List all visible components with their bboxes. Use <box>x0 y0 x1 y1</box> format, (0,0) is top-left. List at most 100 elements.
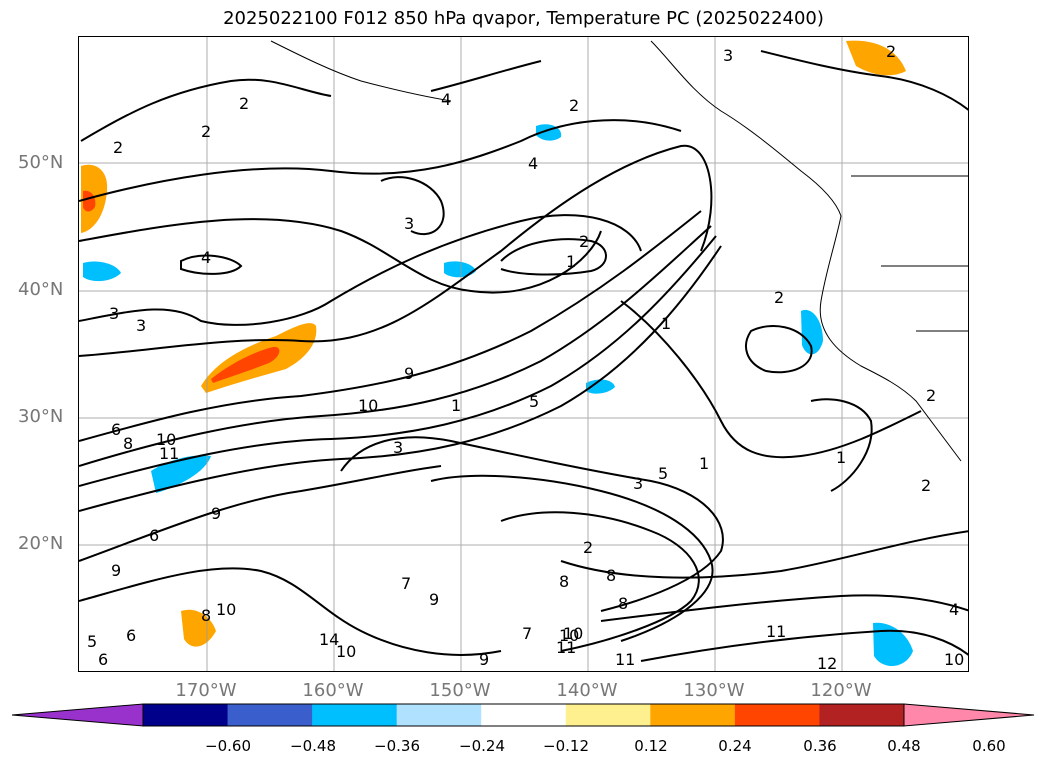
contour-label: 8 <box>618 594 628 613</box>
contour-label: 5 <box>87 632 97 651</box>
contour-label: 6 <box>149 526 159 545</box>
colorbar-segment <box>819 704 905 726</box>
colorbar-tick-label: −0.12 <box>543 737 589 755</box>
contour-line <box>79 214 642 326</box>
lon-label-140w: 140°W <box>556 680 618 701</box>
contour-line <box>620 300 922 459</box>
contour-label: 3 <box>723 46 733 65</box>
contour-label: 11 <box>615 650 635 669</box>
contour-line <box>79 245 722 512</box>
contour-line <box>600 594 968 622</box>
contour-label: 11 <box>159 444 179 463</box>
colorbar-tick-label: 0.36 <box>803 737 837 755</box>
colorbar-tick-label: 0.12 <box>634 737 668 755</box>
contour-label: 9 <box>404 364 414 383</box>
contour-line <box>500 238 607 276</box>
contour-label: 10 <box>156 430 176 449</box>
contour-label: 9 <box>479 650 489 669</box>
contour-label: 2 <box>201 122 211 141</box>
colorbar-tick-label: 0.48 <box>887 737 921 755</box>
contour-label: 1 <box>451 396 461 415</box>
colorbar-segment <box>312 704 398 726</box>
contour-label: 10 <box>336 642 356 661</box>
contour-line <box>640 629 968 662</box>
contour-label: 2 <box>579 232 589 251</box>
colorbar-tick-label: −0.48 <box>290 737 336 755</box>
warm-anomaly-core <box>211 346 280 383</box>
cool-anomaly-5 <box>801 309 823 355</box>
contour-label: 2 <box>921 476 931 495</box>
cool-anomaly-1 <box>83 261 121 282</box>
contour-label: 10 <box>358 396 378 415</box>
contour-label: 3 <box>136 316 146 335</box>
temperature-contours <box>79 50 968 662</box>
contour-label: 11 <box>556 638 576 657</box>
contour-line <box>180 254 243 275</box>
lat-label-40n: 40°N <box>18 279 64 300</box>
colorbar-segment <box>734 704 820 726</box>
colorbar-tick-label: 0.24 <box>718 737 752 755</box>
contour-line <box>745 325 813 374</box>
contour-label: 5 <box>529 392 539 411</box>
contour-label: 5 <box>658 464 668 483</box>
contour-label: 10 <box>216 600 236 619</box>
contour-label: 8 <box>201 606 211 625</box>
contour-label: 8 <box>123 434 133 453</box>
cool-anomaly-4 <box>873 622 913 667</box>
contour-label: 6 <box>111 420 121 439</box>
contour-label: 10 <box>944 650 964 669</box>
colorbar-under-arrow <box>11 703 144 727</box>
contour-line <box>810 398 873 492</box>
colorbar-outline <box>142 703 905 727</box>
contour-label: 4 <box>441 90 451 109</box>
colorbar-segment <box>396 704 482 726</box>
colorbar-segment <box>481 704 567 726</box>
contour-label: 6 <box>98 650 108 669</box>
colorbar <box>11 703 1035 727</box>
contour-label: 4 <box>949 600 959 619</box>
contour-line <box>79 144 713 357</box>
anomaly-shading <box>81 40 913 667</box>
colorbar-segment <box>143 704 229 726</box>
contour-label: 11 <box>766 622 786 641</box>
contour-label: 3 <box>404 214 414 233</box>
lat-label-20n: 20°N <box>18 533 64 554</box>
contour-line <box>500 511 700 652</box>
lat-label-30n: 30°N <box>18 406 64 427</box>
contour-label: 1 <box>836 448 846 467</box>
contour-label: 10 <box>563 624 583 643</box>
contour-label: 14 <box>319 630 339 649</box>
contour-label: 12 <box>817 654 837 672</box>
lon-label-170w: 170°W <box>175 680 237 701</box>
contour-label: 2 <box>583 538 593 557</box>
lon-label-120w: 120°W <box>810 680 872 701</box>
graticule <box>79 37 968 671</box>
contour-label: 1 <box>699 454 709 473</box>
cool-anomaly-3 <box>586 379 615 394</box>
contour-label: 2 <box>569 96 579 115</box>
na-west-coast <box>819 215 962 462</box>
contour-line <box>430 60 542 92</box>
contour-label: 1 <box>566 252 576 271</box>
contour-label: 9 <box>429 590 439 609</box>
contour-label: 9 <box>211 504 221 523</box>
map-title: 2025022100 F012 850 hPa qvapor, Temperat… <box>223 8 824 29</box>
contour-label: 4 <box>528 154 538 173</box>
contour-line <box>79 210 702 442</box>
contour-line <box>560 530 968 579</box>
cool-anomaly-2 <box>444 261 476 278</box>
contour-line <box>79 225 712 467</box>
contour-label: 2 <box>113 138 123 157</box>
cool-anomaly-7 <box>151 455 211 493</box>
contour-line <box>79 119 682 202</box>
warm-anomaly-ne <box>846 40 906 76</box>
contour-label: 1 <box>661 314 671 333</box>
contour-line <box>430 474 714 642</box>
lon-label-150w: 150°W <box>429 680 491 701</box>
contour-label: 4 <box>201 248 211 267</box>
contour-line <box>380 176 445 236</box>
colorbar-over-arrow <box>903 703 1035 727</box>
colorbar-segment <box>650 704 736 726</box>
colorbar-tick-label: −0.24 <box>459 737 505 755</box>
contour-label: 2 <box>886 42 896 61</box>
